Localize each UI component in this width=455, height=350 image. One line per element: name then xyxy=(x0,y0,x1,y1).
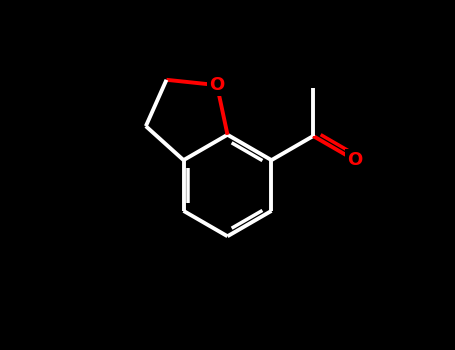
Text: O: O xyxy=(209,76,225,94)
Text: O: O xyxy=(347,151,363,169)
